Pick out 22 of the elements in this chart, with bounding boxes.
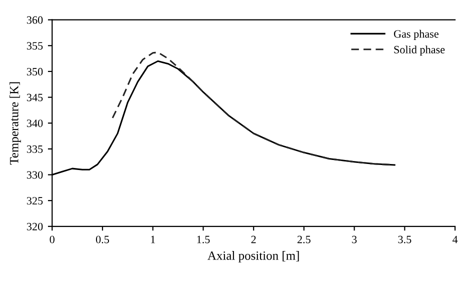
y-tick-label: 340 <box>26 120 43 128</box>
x-tick-label: 0.5 <box>96 236 110 244</box>
x-tick-label: 3 <box>352 236 357 244</box>
x-tick-label: 0 <box>50 236 54 244</box>
x-tick-label: 2 <box>251 236 256 244</box>
x-tick-label: 4 <box>452 236 458 244</box>
y-tick-label: 330 <box>26 171 43 179</box>
x-tick-label: 1.5 <box>197 236 210 244</box>
y-tick-label: 355 <box>26 42 43 50</box>
y-tick-label: 345 <box>26 94 43 102</box>
x-tick-label: 1 <box>151 236 155 244</box>
y-tick-label: 360 <box>26 16 43 24</box>
y-axis-title: Temperature [K] <box>10 82 21 165</box>
y-tick-label: 325 <box>26 197 43 205</box>
legend-label: Solid phase <box>394 46 445 56</box>
x-axis-title: Axial position [m] <box>208 251 299 262</box>
x-tick-label: 2.5 <box>297 236 310 244</box>
y-tick-label: 320 <box>26 222 43 230</box>
x-tick-label: 3.5 <box>398 236 412 244</box>
y-tick-label: 350 <box>26 68 43 76</box>
y-tick-label: 335 <box>26 145 43 153</box>
legend-label: Gas phase <box>394 30 438 40</box>
